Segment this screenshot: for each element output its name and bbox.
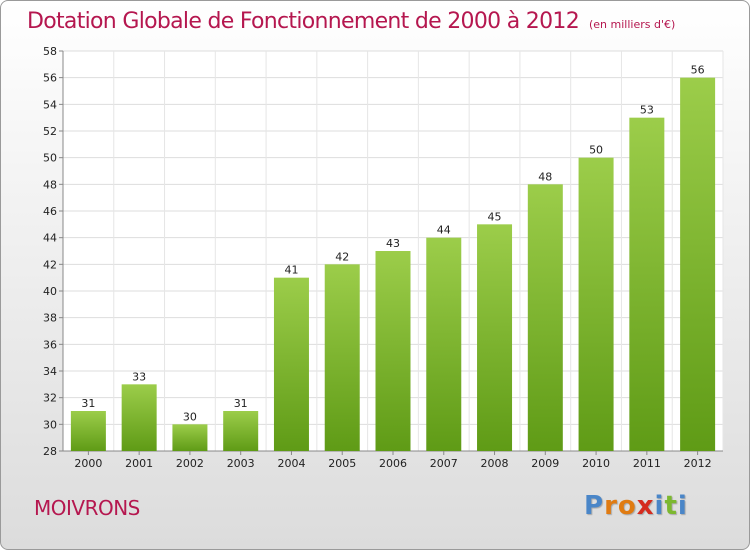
y-tick-label: 48: [43, 178, 57, 191]
chart-title: Dotation Globale de Fonctionnement de 20…: [27, 9, 675, 34]
bar: [70, 411, 106, 451]
y-tick-label: 42: [43, 258, 57, 271]
commune-name: MOIVRONS: [34, 496, 140, 520]
logo-letter: i: [677, 491, 688, 521]
logo-letter: P: [584, 491, 605, 521]
logo-letter: t: [664, 491, 678, 521]
y-tick-label: 46: [43, 205, 57, 218]
y-tick-label: 30: [43, 418, 57, 431]
bar: [578, 157, 614, 451]
bar: [629, 117, 665, 452]
x-tick-label: 2010: [582, 457, 610, 470]
y-tick-label: 56: [43, 72, 57, 85]
x-tick-label: 2005: [328, 457, 356, 470]
data-label: 30: [183, 410, 197, 423]
y-tick-label: 44: [43, 232, 57, 245]
y-tick-label: 58: [43, 45, 57, 58]
y-tick-label: 32: [43, 392, 57, 405]
data-label: 33: [132, 370, 146, 383]
data-label: 44: [437, 224, 451, 237]
proxiti-logo: Proxiti: [584, 491, 688, 521]
bar: [324, 264, 360, 451]
logo-letter: o: [617, 491, 637, 521]
chart-title-text: Dotation Globale de Fonctionnement de 20…: [27, 9, 580, 34]
data-label: 48: [538, 170, 552, 183]
y-tick-label: 38: [43, 312, 57, 325]
x-tick-label: 2006: [379, 457, 407, 470]
x-tick-label: 2011: [633, 457, 661, 470]
data-label: 31: [234, 397, 248, 410]
bar: [680, 77, 716, 452]
x-tick-label: 2008: [481, 457, 509, 470]
chart-unit: (en milliers d'€): [589, 18, 676, 31]
data-label: 43: [386, 237, 400, 250]
x-tick-label: 2001: [125, 457, 153, 470]
logo-letter: r: [604, 491, 618, 521]
x-tick-label: 2000: [74, 457, 102, 470]
bar: [527, 184, 563, 452]
logo-letter: x: [636, 491, 655, 521]
data-label: 31: [81, 397, 95, 410]
x-tick-label: 2003: [227, 457, 255, 470]
data-label: 50: [589, 144, 603, 157]
bar: [477, 224, 513, 451]
x-tick-label: 2004: [277, 457, 305, 470]
y-tick-label: 34: [43, 365, 57, 378]
x-tick-label: 2007: [430, 457, 458, 470]
data-label: 42: [335, 250, 349, 263]
bar: [223, 411, 259, 451]
data-label: 56: [691, 64, 705, 77]
x-tick-label: 2002: [176, 457, 204, 470]
y-tick-label: 54: [43, 98, 57, 111]
data-label: 45: [488, 210, 502, 223]
y-tick-label: 50: [43, 152, 57, 165]
bar: [273, 277, 309, 451]
bar: [375, 251, 411, 451]
data-label: 53: [640, 104, 654, 117]
y-tick-label: 28: [43, 445, 57, 458]
bar: [426, 237, 462, 451]
y-tick-label: 52: [43, 125, 57, 138]
x-tick-label: 2009: [531, 457, 559, 470]
data-label: 41: [284, 264, 298, 277]
x-tick-label: 2012: [684, 457, 712, 470]
bar: [121, 384, 157, 451]
y-tick-label: 40: [43, 285, 57, 298]
y-tick-label: 36: [43, 338, 57, 351]
logo-letter: i: [654, 491, 665, 521]
bar: [172, 424, 208, 451]
